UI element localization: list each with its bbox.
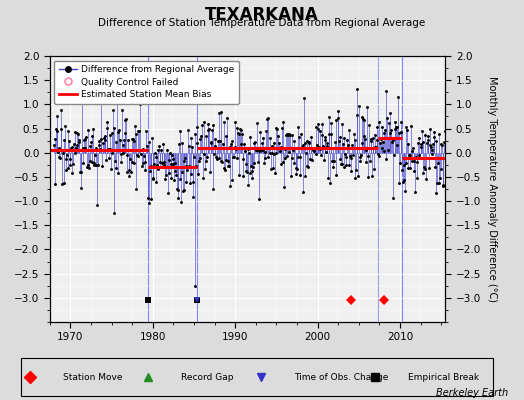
Text: Difference of Station Temperature Data from Regional Average: Difference of Station Temperature Data f… bbox=[99, 18, 425, 28]
Text: Empirical Break: Empirical Break bbox=[408, 372, 479, 382]
Y-axis label: Monthly Temperature Anomaly Difference (°C): Monthly Temperature Anomaly Difference (… bbox=[487, 76, 497, 302]
Text: Time of Obs. Change: Time of Obs. Change bbox=[294, 372, 389, 382]
Text: TEXARKANA: TEXARKANA bbox=[205, 6, 319, 24]
Text: Record Gap: Record Gap bbox=[181, 372, 234, 382]
Legend: Difference from Regional Average, Quality Control Failed, Estimated Station Mean: Difference from Regional Average, Qualit… bbox=[54, 60, 239, 104]
Text: Station Move: Station Move bbox=[63, 372, 123, 382]
Text: Berkeley Earth: Berkeley Earth bbox=[436, 388, 508, 398]
